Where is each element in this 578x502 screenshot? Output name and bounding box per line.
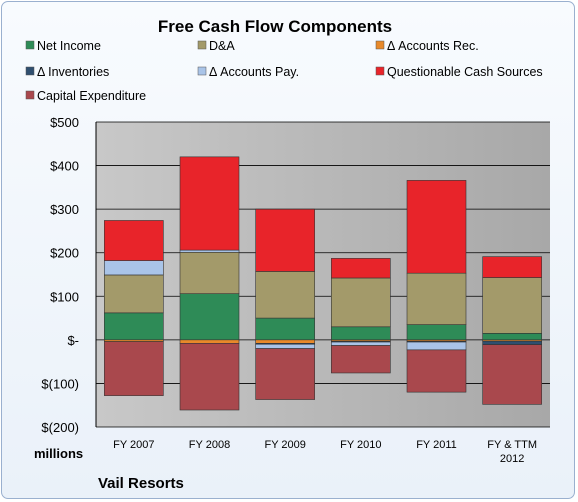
x-tick-label: FY 2007 (113, 439, 154, 451)
x-tick-label: FY 2009 (264, 439, 305, 451)
legend-item-net-income: Net Income (25, 39, 101, 53)
bar-segment-d-a (255, 271, 315, 319)
bar-segment-accounts-rec (255, 339, 315, 344)
bar-segment-questionable-cash-sources (255, 208, 315, 272)
plot-area (96, 122, 550, 427)
bar-segment-d-a (331, 277, 391, 328)
legend-item-accounts-pay: Δ Accounts Pay. (197, 65, 299, 79)
legend-label: Capital Expenditure (37, 89, 146, 103)
y-tick-label: $100 (50, 289, 79, 304)
bar-segment-d-a (104, 274, 164, 314)
gridlines (96, 121, 550, 428)
chart-title: Free Cash Flow Components (158, 17, 392, 36)
bar-segment-questionable-cash-sources (406, 180, 467, 274)
bar-segment-capital-expenditure (179, 343, 240, 411)
x-axis: FY 2007 FY 2008 FY 2009 FY 2010 FY 2011 FY & … (113, 439, 537, 465)
bar-segment-net-income (331, 326, 391, 341)
bar-segment-questionable-cash-sources (104, 220, 164, 261)
legend-swatch (25, 40, 35, 50)
y-tick-label: $300 (50, 202, 79, 217)
legend-item-inventories: Δ Inventories (25, 65, 109, 79)
bar-segment-capital-expenditure (255, 348, 315, 400)
bar-segment-capital-expenditure (331, 345, 391, 374)
bar-segment-questionable-cash-sources (179, 156, 240, 251)
x-tick-label: 2012 (500, 453, 524, 465)
company-label: Vail Resorts (98, 475, 184, 492)
bar-segment-net-income (255, 317, 315, 341)
bar-segment-accounts-pay (179, 249, 240, 253)
x-tick-label: FY 2011 (416, 439, 457, 451)
bar-segment-d-a (482, 277, 542, 334)
bar-segment-net-income (406, 324, 467, 341)
legend-swatch (25, 66, 35, 76)
y-tick-label: $(100) (41, 376, 79, 391)
bar-segment-d-a (179, 251, 240, 294)
legend-swatch (197, 40, 207, 50)
x-tick-label: FY 2010 (340, 439, 381, 451)
legend-swatch (197, 66, 207, 76)
bar-segment-capital-expenditure (406, 349, 467, 393)
bar-segment-questionable-cash-sources (482, 256, 542, 278)
bar-group-fy-ttm-2012 (482, 256, 542, 405)
bar-segment-net-income (179, 293, 240, 341)
bar-segment-accounts-pay (255, 343, 315, 349)
bar-segment-accounts-pay (104, 260, 164, 276)
legend-label: Net Income (37, 39, 101, 53)
bar-group-fy-2007 (104, 220, 164, 396)
y-tick-label: $500 (50, 115, 79, 130)
bar-group-fy-2010 (331, 258, 391, 374)
legend-item-accounts-rec: Δ Accounts Rec. (375, 39, 479, 53)
legend-label: Δ Inventories (37, 65, 109, 79)
bar-segment-d-a (406, 272, 467, 325)
y-tick-label: $- (67, 333, 79, 348)
x-tick-label: FY & TTM (487, 439, 537, 451)
legend-item-questionable-cash-sources: Questionable Cash Sources (375, 65, 543, 79)
bar-segment-accounts-pay (406, 341, 467, 351)
legend-label: Δ Accounts Pay. (209, 65, 299, 79)
bar-group-fy-2009 (255, 208, 315, 400)
y-tick-label: $200 (50, 246, 79, 261)
bar-segment-capital-expenditure (104, 341, 164, 396)
bar-segment-accounts-rec (179, 339, 240, 344)
bar-group-fy-2008 (179, 156, 240, 411)
bar-segment-net-income (482, 333, 542, 341)
y-tick-label: $400 (50, 159, 79, 174)
legend-item-capital-expenditure: Capital Expenditure (25, 89, 146, 103)
y-axis: $500 $400 $300 $200 $100 $- $(100) $(200) (41, 115, 97, 435)
legend-swatch (375, 40, 385, 50)
legend: Net Income D&A Δ Accounts Rec. Δ Inventorie… (25, 39, 543, 103)
legend-label: Δ Accounts Rec. (387, 39, 479, 53)
legend-swatch (375, 66, 385, 76)
unit-label: millions (34, 446, 83, 461)
bar-segment-capital-expenditure (482, 344, 542, 405)
bar-segment-net-income (104, 312, 164, 341)
y-tick-label: $(200) (41, 420, 79, 435)
bar-segment-questionable-cash-sources (331, 258, 391, 279)
legend-label: D&A (209, 39, 235, 53)
legend-swatch (25, 90, 35, 100)
bar-segment-inventories (482, 340, 542, 345)
bar-segment-accounts-pay (331, 341, 391, 346)
x-tick-label: FY 2008 (189, 439, 230, 451)
legend-item-d-a: D&A (197, 39, 235, 53)
bar-group-fy-2011 (406, 180, 467, 393)
bars (104, 156, 542, 411)
legend-label: Questionable Cash Sources (387, 65, 543, 79)
